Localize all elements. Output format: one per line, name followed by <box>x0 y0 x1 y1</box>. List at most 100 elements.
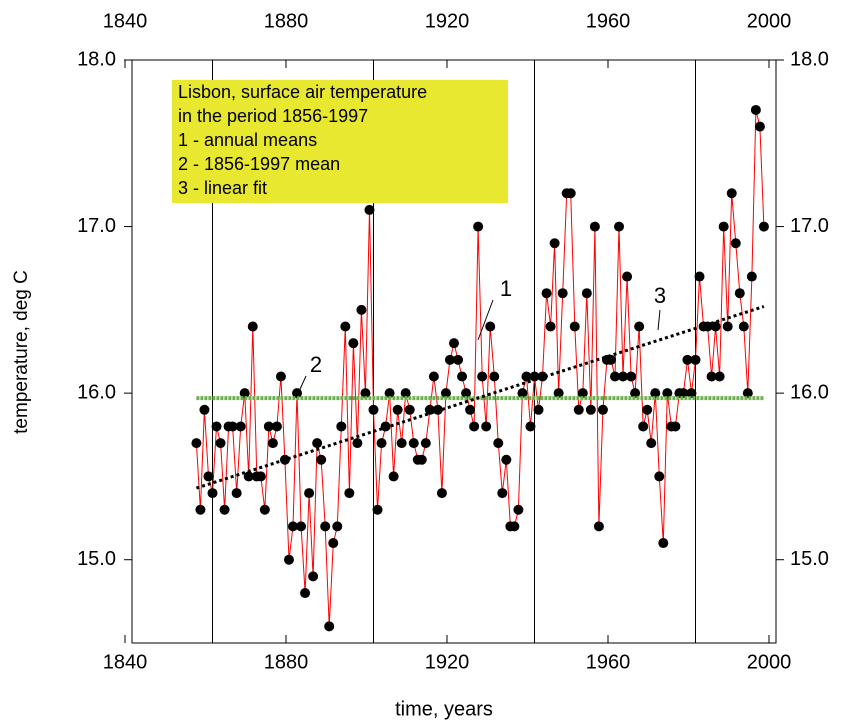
data-point <box>440 388 451 399</box>
y-axis-label: temperature, deg C <box>11 270 32 434</box>
data-point <box>742 388 753 399</box>
data-point <box>259 504 270 515</box>
data-point <box>509 521 520 532</box>
data-point <box>597 404 608 415</box>
data-point <box>618 371 629 382</box>
data-point <box>706 371 717 382</box>
data-point <box>296 521 307 532</box>
data-point <box>533 404 544 415</box>
data-point <box>662 388 673 399</box>
data-point <box>195 504 206 515</box>
y-tick-label: 15.0 <box>790 548 829 570</box>
data-point <box>630 388 641 399</box>
data-point <box>235 421 246 432</box>
data-point <box>497 488 508 499</box>
data-point <box>722 321 733 332</box>
legend-text: in the period 1856-1997 <box>178 106 368 126</box>
x-tick-label: 1880 <box>264 651 309 673</box>
data-point <box>557 288 568 299</box>
legend-text: 2 - 1856-1997 mean <box>178 154 340 174</box>
data-point <box>267 438 278 449</box>
data-point <box>243 471 254 482</box>
x-tick-label: 2000 <box>747 651 792 673</box>
data-point <box>513 504 524 515</box>
data-point <box>549 238 560 249</box>
y-tick-label: 18.0 <box>77 48 116 70</box>
data-point <box>758 221 769 232</box>
data-point <box>485 321 496 332</box>
data-point <box>489 371 500 382</box>
data-point <box>577 388 588 399</box>
data-point <box>738 321 749 332</box>
y-tick-label: 15.0 <box>77 548 116 570</box>
data-point <box>714 371 725 382</box>
data-point <box>521 371 532 382</box>
legend-box <box>172 80 508 203</box>
x-tick-label: 1880 <box>264 10 309 32</box>
x-tick-label: 1960 <box>586 651 631 673</box>
data-point <box>638 421 649 432</box>
annotation: 3 <box>654 283 666 308</box>
y-tick-label: 17.0 <box>77 215 116 237</box>
data-point <box>348 338 359 349</box>
y-tick-label: 18.0 <box>790 48 829 70</box>
data-point <box>670 421 681 432</box>
data-point <box>436 488 447 499</box>
data-point <box>400 388 411 399</box>
data-point <box>444 354 455 365</box>
data-point <box>263 421 274 432</box>
data-point <box>461 388 472 399</box>
data-point <box>565 188 576 199</box>
data-point <box>573 404 584 415</box>
data-point <box>392 404 403 415</box>
data-point <box>288 521 298 532</box>
x-tick-label: 1920 <box>425 651 470 673</box>
data-point <box>231 488 242 499</box>
data-point <box>473 221 484 232</box>
data-point <box>275 371 286 382</box>
data-point <box>465 404 476 415</box>
x-tick-label: 1960 <box>586 10 631 32</box>
legend-text: Lisbon, surface air temperature <box>178 82 427 102</box>
data-point <box>316 454 327 465</box>
data-point <box>593 521 604 532</box>
data-point <box>545 321 556 332</box>
data-point <box>501 454 512 465</box>
data-point <box>650 388 661 399</box>
data-point <box>283 554 294 565</box>
data-point <box>324 621 335 632</box>
legend-text: 1 - annual means <box>178 130 317 150</box>
data-point <box>239 388 250 399</box>
x-tick-label: 1920 <box>425 10 470 32</box>
data-point <box>203 471 214 482</box>
x-tick-label: 1840 <box>103 651 148 673</box>
data-point <box>336 421 347 432</box>
data-point <box>271 421 282 432</box>
data-point <box>428 371 439 382</box>
data-point <box>211 421 222 432</box>
data-point <box>376 438 387 449</box>
data-point <box>469 421 480 432</box>
data-point <box>646 438 657 449</box>
annotation-leader <box>657 309 661 331</box>
data-point <box>344 488 355 499</box>
legend-text: 3 - linear fit <box>178 178 267 198</box>
data-point <box>746 271 757 282</box>
data-point <box>340 321 351 332</box>
data-point <box>634 321 645 332</box>
data-point <box>388 471 399 482</box>
data-point <box>682 354 693 365</box>
data-point <box>750 104 761 115</box>
data-point <box>332 521 343 532</box>
data-point <box>642 404 653 415</box>
data-point <box>219 504 230 515</box>
x-axis-label: time, years <box>395 698 493 720</box>
data-point <box>718 221 729 232</box>
data-point <box>734 288 745 299</box>
data-point <box>654 471 665 482</box>
data-point <box>569 321 580 332</box>
data-point <box>610 371 620 382</box>
annotation-leader <box>477 299 494 341</box>
data-point <box>457 371 468 382</box>
data-point <box>481 421 492 432</box>
